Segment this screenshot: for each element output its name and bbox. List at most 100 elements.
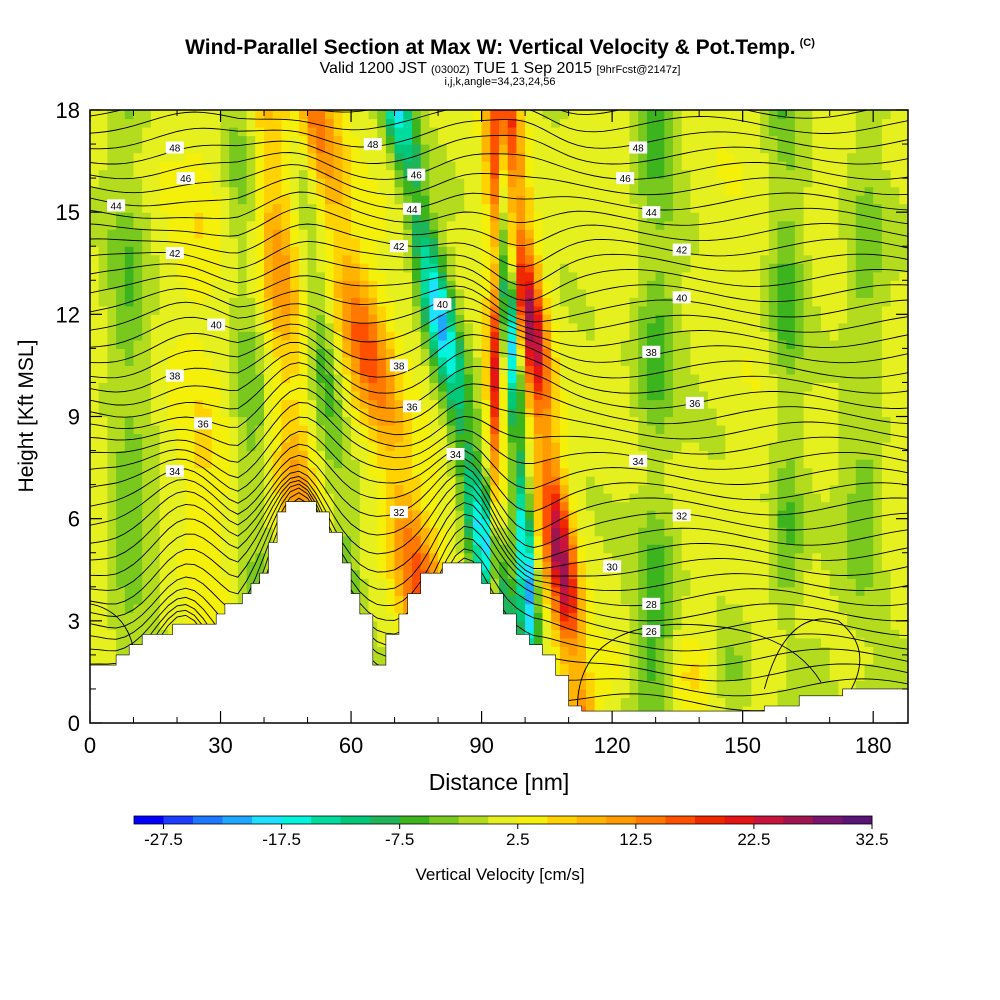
velocity-cell <box>620 152 631 162</box>
velocity-cell <box>507 110 517 120</box>
velocity-cell <box>420 186 430 196</box>
velocity-cell <box>220 510 230 520</box>
velocity-cell <box>168 322 178 332</box>
velocity-cell <box>316 186 326 196</box>
velocity-cell <box>325 110 335 120</box>
velocity-cell <box>377 552 387 562</box>
velocity-cell <box>577 518 587 528</box>
velocity-cell <box>290 373 300 383</box>
velocity-cell <box>368 110 378 120</box>
velocity-cell <box>638 373 648 383</box>
velocity-cell <box>124 476 135 486</box>
velocity-cell <box>629 706 639 716</box>
velocity-cell <box>159 263 169 273</box>
velocity-cell <box>229 501 239 511</box>
velocity-cell <box>612 186 622 196</box>
velocity-cell <box>638 186 648 196</box>
velocity-cell <box>385 186 396 196</box>
velocity-cell <box>551 118 561 128</box>
velocity-cell <box>533 127 544 137</box>
velocity-cell <box>464 373 474 383</box>
velocity-cell <box>281 348 291 358</box>
velocity-cell <box>116 433 126 443</box>
velocity-cell <box>168 127 178 137</box>
velocity-cell <box>464 229 474 239</box>
velocity-cell <box>516 433 526 443</box>
velocity-cell <box>211 297 222 307</box>
velocity-cell <box>681 280 691 290</box>
velocity-cell <box>568 195 578 205</box>
velocity-cell <box>490 484 500 494</box>
velocity-cell <box>612 578 622 588</box>
velocity-cell <box>673 433 683 443</box>
velocity-cell <box>525 493 535 503</box>
velocity-cell <box>307 356 317 366</box>
velocity-cell <box>673 365 683 375</box>
velocity-cell <box>150 373 161 383</box>
velocity-cell <box>316 203 326 213</box>
velocity-cell <box>194 501 204 511</box>
velocity-cell <box>542 186 552 196</box>
velocity-cell <box>211 442 222 452</box>
velocity-cell <box>185 382 195 392</box>
velocity-cell <box>655 220 665 230</box>
velocity-cell <box>655 127 665 137</box>
velocity-cell <box>620 382 631 392</box>
velocity-cell <box>168 569 178 579</box>
velocity-cell <box>194 186 204 196</box>
velocity-cell <box>90 484 100 494</box>
velocity-cell <box>133 305 143 315</box>
velocity-cell <box>559 254 570 264</box>
velocity-cell <box>455 288 465 298</box>
velocity-cell <box>246 127 256 137</box>
velocity-cell <box>638 169 648 179</box>
velocity-cell <box>412 518 422 528</box>
velocity-cell <box>481 442 491 452</box>
velocity-cell <box>464 220 474 230</box>
velocity-cell <box>124 510 135 520</box>
velocity-cell <box>177 578 187 588</box>
velocity-cell <box>168 586 178 596</box>
velocity-cell <box>90 305 100 315</box>
velocity-cell <box>177 339 187 349</box>
velocity-cell <box>359 339 370 349</box>
velocity-cell <box>203 595 213 605</box>
velocity-cell <box>177 416 187 426</box>
velocity-cell <box>272 433 282 443</box>
velocity-cell <box>499 246 509 256</box>
velocity-cell <box>116 118 126 128</box>
velocity-cell <box>638 135 648 145</box>
velocity-cell <box>586 391 596 401</box>
velocity-cell <box>150 501 161 511</box>
velocity-cell <box>429 365 439 375</box>
velocity-cell <box>603 348 613 358</box>
velocity-cell <box>472 442 483 452</box>
velocity-cell <box>264 229 274 239</box>
velocity-cell <box>194 518 204 528</box>
velocity-cell <box>577 271 587 281</box>
velocity-cell <box>229 314 239 324</box>
velocity-cell <box>255 331 265 341</box>
velocity-cell <box>394 297 404 307</box>
velocity-cell <box>272 382 282 392</box>
velocity-cell <box>150 603 161 613</box>
velocity-cell <box>655 459 665 469</box>
velocity-cell <box>533 178 544 188</box>
velocity-cell <box>525 305 535 315</box>
velocity-cell <box>229 280 239 290</box>
velocity-cell <box>168 135 178 145</box>
velocity-cell <box>516 450 526 460</box>
velocity-cell <box>98 578 108 588</box>
velocity-cell <box>325 127 335 137</box>
velocity-cell <box>438 527 448 537</box>
velocity-cell <box>551 237 561 247</box>
velocity-cell <box>655 237 665 247</box>
velocity-cell <box>133 442 143 452</box>
velocity-cell <box>298 127 309 137</box>
velocity-cell <box>438 195 448 205</box>
velocity-cell <box>159 527 169 537</box>
velocity-cell <box>394 186 404 196</box>
velocity-cell <box>316 246 326 256</box>
velocity-cell <box>586 339 596 349</box>
velocity-cell <box>116 603 126 613</box>
